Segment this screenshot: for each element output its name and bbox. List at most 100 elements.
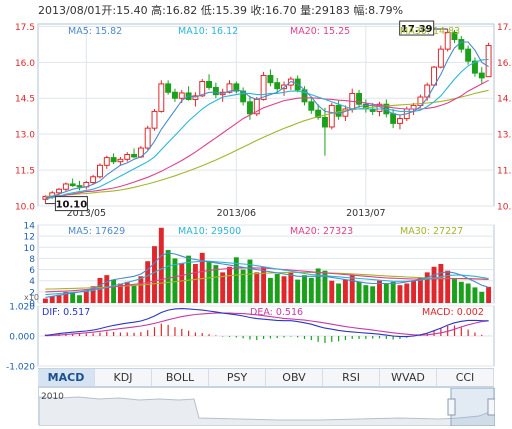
candle-body xyxy=(97,164,103,178)
y-tick-label-right: 17.5 xyxy=(497,23,512,33)
candle-body xyxy=(444,31,451,50)
candle-body xyxy=(308,101,315,111)
navigator-right-handle[interactable] xyxy=(487,398,495,416)
y-tick-label: 13.0 xyxy=(15,131,35,141)
price-panel: 10.0 10.0 11.5 11.5 13.0 13.0 14.5 14.5 16.0 16.0… xyxy=(15,20,512,219)
candle-body xyxy=(390,113,397,124)
candle-body xyxy=(424,84,431,98)
candle-body xyxy=(472,60,478,74)
candle-body xyxy=(397,118,403,124)
volume-bar xyxy=(70,292,76,303)
volume-bar xyxy=(90,286,96,303)
volume-bar xyxy=(390,281,396,303)
y-tick-label: 17.5 xyxy=(15,23,35,33)
candle-body xyxy=(131,154,138,158)
candle-body xyxy=(233,83,240,92)
candle-body xyxy=(56,188,62,194)
volume-bar xyxy=(131,285,137,303)
y-tick-label: 8 xyxy=(29,255,35,265)
volume-bar xyxy=(63,291,69,303)
candle-body xyxy=(465,48,472,62)
volume-bar xyxy=(377,280,382,303)
candle-body xyxy=(247,101,253,115)
volume-ma20-legend: MA20: 27323 xyxy=(290,226,353,237)
volume-bar xyxy=(465,283,471,303)
tab-cci[interactable]: CCI xyxy=(437,369,494,386)
candle-body xyxy=(199,80,206,97)
candle-body xyxy=(315,109,322,118)
volume-bar xyxy=(267,277,273,303)
volume-bar xyxy=(117,283,123,303)
candle-body xyxy=(356,92,363,105)
range-navigator[interactable]: 2010 xyxy=(38,387,495,426)
y-tick-label: 4 xyxy=(29,277,35,287)
volume-bar xyxy=(288,272,294,303)
volume-bar xyxy=(404,283,410,303)
volume-bar xyxy=(111,279,117,303)
price-ma20-legend: MA20: 15.25 xyxy=(290,26,350,37)
candle-body xyxy=(267,74,274,84)
tab-rsi[interactable]: RSI xyxy=(323,369,380,386)
candle-body xyxy=(110,157,117,163)
volume-bar xyxy=(186,255,192,303)
volume-bar xyxy=(417,277,423,303)
volume-bar xyxy=(349,275,355,303)
candle-body xyxy=(117,158,124,163)
y-tick-label-right: 13.0 xyxy=(497,131,512,141)
candle-body xyxy=(172,91,178,99)
x-tick-label: 2013/05 xyxy=(67,208,106,219)
y-tick-label: 16.0 xyxy=(15,59,35,69)
volume-bar xyxy=(247,259,253,303)
y-tick-label: 0.000 xyxy=(9,333,35,343)
panel-frame xyxy=(37,23,495,207)
navigator-left-handle[interactable] xyxy=(447,398,456,416)
ma30-line xyxy=(45,89,489,197)
candle-body xyxy=(144,127,151,149)
candle-body xyxy=(178,92,185,99)
candle-body xyxy=(417,96,424,106)
volume-bar xyxy=(172,258,178,303)
tab-psy[interactable]: PSY xyxy=(209,369,266,386)
volume-bar xyxy=(240,269,246,303)
volume-bar xyxy=(124,281,130,303)
volume-bar xyxy=(458,281,464,303)
price-ma10-legend: MA10: 16.12 xyxy=(178,26,238,37)
volume-bar xyxy=(220,272,226,303)
volume-bar xyxy=(411,280,417,303)
volume-bar xyxy=(213,265,219,303)
candle-body xyxy=(206,80,213,88)
volume-bar xyxy=(206,261,212,303)
volume-bar xyxy=(281,276,287,303)
volume-bar xyxy=(227,266,232,303)
volume-bar xyxy=(452,277,457,303)
volume-bar xyxy=(179,262,185,303)
volume-bar xyxy=(274,274,280,303)
y-tick-label-right: 11.5 xyxy=(497,167,512,177)
volume-bar xyxy=(42,298,48,303)
volume-bar xyxy=(329,280,335,303)
volume-bar xyxy=(138,276,144,303)
low-label-box xyxy=(54,196,88,212)
tab-kdj[interactable]: KDJ xyxy=(95,369,152,386)
volume-bar xyxy=(486,286,492,303)
y-tick-label-right: 14.5 xyxy=(497,95,512,105)
tab-boll[interactable]: BOLL xyxy=(152,369,209,386)
candle-body xyxy=(478,72,485,79)
volume-bar xyxy=(83,290,89,303)
volume-bar xyxy=(49,296,55,303)
tab-obv[interactable]: OBV xyxy=(266,369,323,386)
volume-bar xyxy=(77,295,82,303)
tab-macd[interactable]: MACD xyxy=(38,369,95,386)
volume-bar xyxy=(233,257,239,303)
tab-wvad[interactable]: WVAD xyxy=(380,369,437,386)
candle-body xyxy=(90,176,97,184)
y-tick-label: 11.5 xyxy=(15,167,35,177)
y-tick-label-right: 16.0 xyxy=(497,59,512,69)
volume-bar xyxy=(336,283,342,303)
y-tick-label: 10.0 xyxy=(15,203,35,213)
volume-bar xyxy=(472,287,478,303)
y-tick-label-right: 10.0 xyxy=(497,203,512,213)
